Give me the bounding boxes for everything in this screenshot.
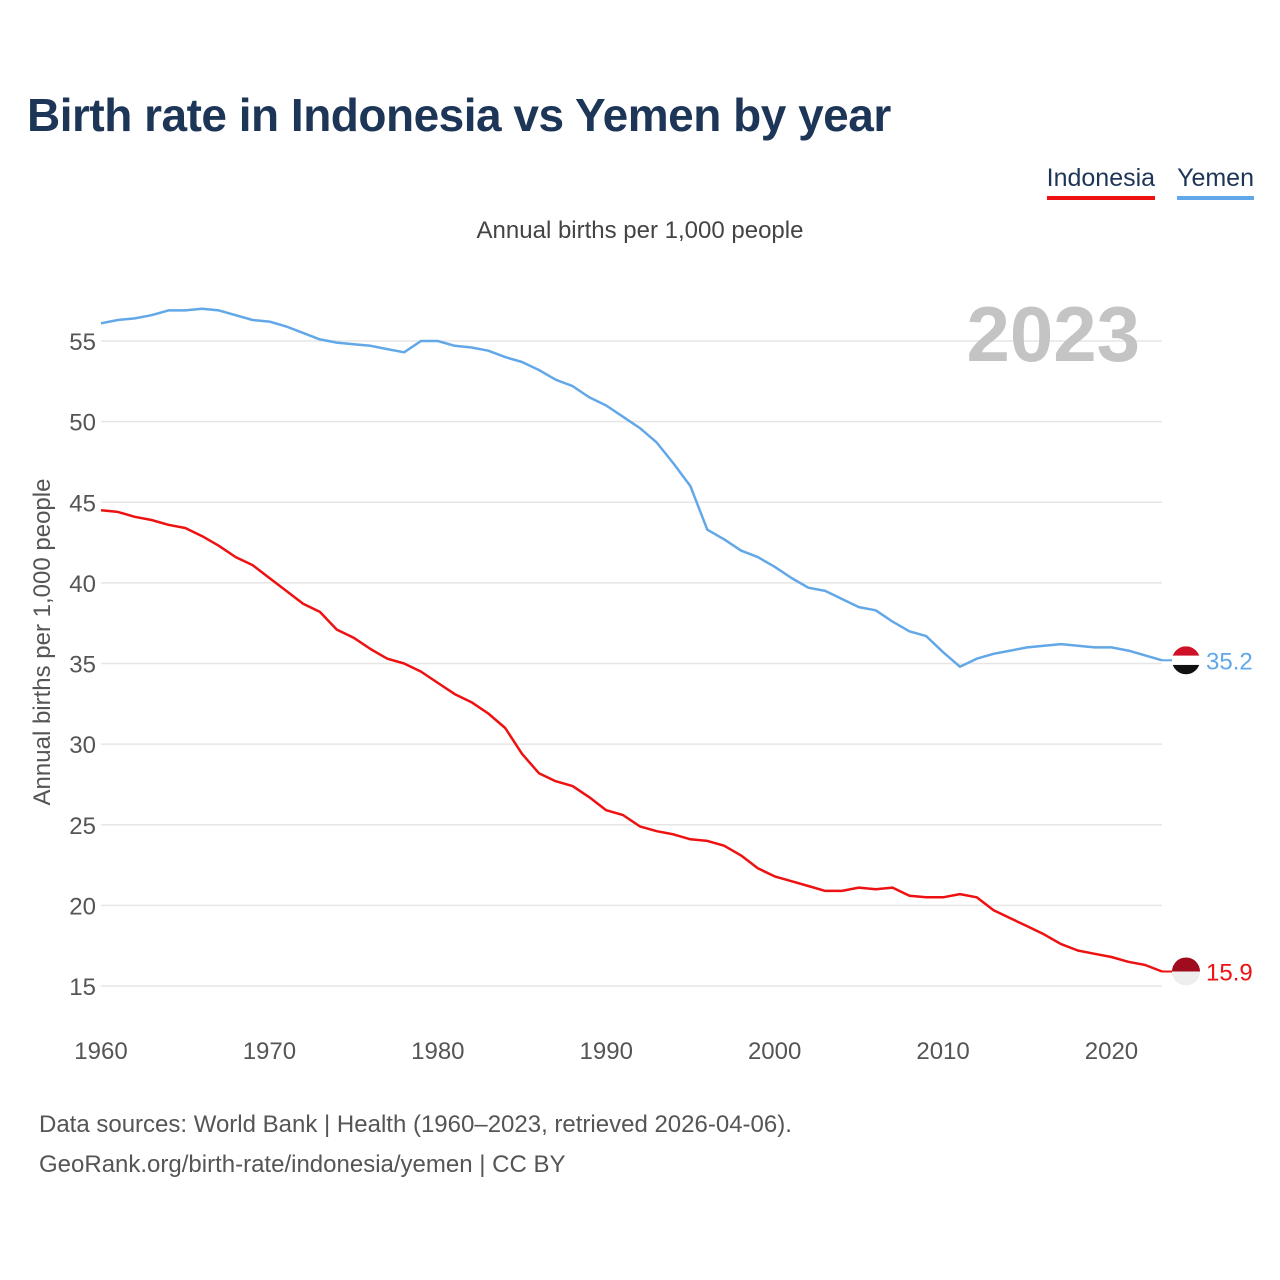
y-tick-label: 15	[69, 974, 96, 1001]
flag-indonesia-icon	[1172, 957, 1200, 986]
chart-title: Birth rate in Indonesia vs Yemen by year	[27, 89, 891, 141]
source-link[interactable]: GeoRank.org/birth-rate/indonesia/yemen |…	[39, 1151, 566, 1178]
chart-subtitle: Annual births per 1,000 people	[476, 217, 804, 244]
x-tick-label: 2020	[1085, 1038, 1138, 1065]
x-tick-label: 1990	[580, 1038, 633, 1065]
y-tick-label: 35	[69, 652, 96, 679]
y-tick-label: 50	[69, 410, 96, 437]
series-line-indonesia	[100, 509, 1163, 973]
y-tick-label: 20	[69, 893, 96, 920]
data-source-note: Data sources: World Bank | Health (1960–…	[39, 1111, 792, 1138]
y-tick-label: 45	[69, 490, 96, 517]
end-value-label-indonesia: 15.9	[1206, 959, 1253, 986]
x-tick-label: 1960	[74, 1038, 127, 1065]
legend-item-indonesia[interactable]: Indonesia	[1046, 164, 1156, 200]
legend-item-yemen[interactable]: Yemen	[1177, 164, 1254, 200]
y-tick-label: 25	[69, 813, 96, 840]
x-tick-label: 2000	[748, 1038, 801, 1065]
series-line-yemen	[100, 307, 1163, 668]
year-label: 2023	[966, 290, 1140, 378]
x-tick-label: 2010	[916, 1038, 969, 1065]
end-value-label-yemen: 35.2	[1206, 648, 1253, 675]
footer: Data sources: World Bank | Health (1960–…	[39, 1105, 792, 1185]
legend: Indonesia Yemen	[1046, 164, 1254, 200]
y-axis-title: Annual births per 1,000 people	[29, 479, 56, 806]
flag-yemen-icon	[1172, 646, 1200, 675]
x-tick-label: 1970	[243, 1038, 296, 1065]
y-tick-label: 40	[69, 571, 96, 598]
y-tick-label: 55	[69, 329, 96, 356]
y-tick-label: 30	[69, 732, 96, 759]
x-tick-label: 1980	[411, 1038, 464, 1065]
